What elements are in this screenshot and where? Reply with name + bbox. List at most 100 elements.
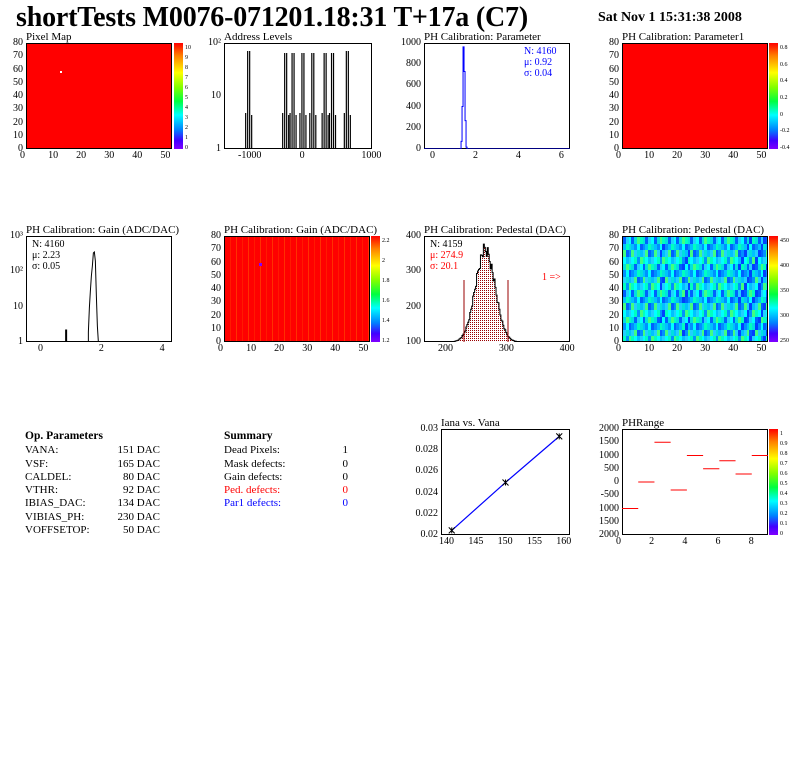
ph_param1-colorbar-tick: -0.2: [780, 128, 790, 135]
summary-name: Dead Pixels:: [224, 444, 280, 457]
ped-map-cell: [696, 303, 700, 311]
summary-name: Ped. defects:: [224, 484, 281, 497]
op-param-name: VTHR:: [25, 484, 58, 497]
ped-map-cell: [665, 250, 669, 258]
ped-map-cell: [724, 250, 728, 258]
ped-map-cell: [743, 263, 748, 271]
ped-map-cell: [732, 296, 736, 304]
ped-map-cell: [760, 276, 764, 284]
ped-map-cell: [645, 290, 649, 298]
ped-map-cell: [752, 290, 756, 298]
ped-map-cell: [693, 243, 697, 251]
ped-map-cell: [687, 263, 691, 271]
ped-map-cell: [698, 303, 703, 311]
ped-map-cell: [670, 309, 675, 317]
ped-map-cell: [662, 296, 666, 304]
address_levels-ytick: 1: [216, 143, 221, 154]
ped_map-xtick: 10: [644, 343, 655, 354]
ped-map-cell: [653, 296, 658, 304]
ped-map-cell: [752, 283, 756, 291]
pixel_map-xtick: 50: [160, 150, 171, 161]
ped-map-cell: [715, 316, 719, 324]
ped-map-cell: [724, 243, 728, 251]
ped-map-cell: [732, 283, 736, 291]
ped-map-cell: [712, 323, 717, 331]
ped-map-cell: [707, 316, 711, 324]
ped-map-cell: [704, 290, 708, 298]
ped-map-cell: [676, 263, 680, 271]
ped-map-cell: [662, 316, 666, 324]
ped-map-cell: [715, 243, 719, 251]
ped-map-cell: [698, 336, 703, 341]
ped_map-colorbar-tick: 450: [780, 238, 789, 244]
ped-map-cell: [676, 276, 680, 284]
ped-map-cell: [696, 263, 700, 271]
ph_param1-xtick: 30: [700, 150, 711, 161]
ped-map-cell: [707, 250, 711, 258]
ped-map-cell: [704, 283, 708, 291]
ped-map-cell: [726, 296, 731, 304]
ped-map-cell: [687, 329, 691, 337]
ped-map-cell: [757, 270, 762, 278]
ped-map-cell: [684, 237, 689, 245]
ped-map-cell: [656, 250, 660, 258]
gain_map-ytick: 60: [211, 256, 221, 268]
ped-map-cell: [721, 290, 725, 298]
iana-ytick: 0.03: [420, 423, 439, 434]
ped-map-cell: [754, 237, 759, 245]
ped-map-cell: [718, 290, 722, 298]
ped_map-ytick: 40: [609, 283, 619, 294]
ped-map-cell: [704, 243, 708, 251]
ped-map-cell: [704, 316, 708, 324]
ph_param-xtick: 6: [558, 150, 564, 161]
ped-map-cell: [656, 296, 660, 304]
iana-xtick: 160: [556, 536, 572, 547]
ped-map-cell: [676, 283, 680, 291]
ped-map-cell: [659, 270, 663, 278]
ped-map-cell: [735, 256, 739, 264]
ped-map-title: PH Calibration: Pedestal (DAC): [622, 224, 765, 236]
ped-map-cell: [665, 290, 669, 298]
ped-map-cell: [659, 290, 663, 298]
ped-map-cell: [690, 270, 694, 278]
summary-name: Gain defects:: [224, 470, 283, 483]
ped-map-cell: [684, 283, 689, 291]
ped-map-cell: [746, 270, 750, 278]
ped-map-cell: [667, 296, 672, 304]
ped-map-cell: [673, 296, 677, 304]
phrange-xtick: 8: [748, 536, 754, 547]
ped-map-cell: [634, 250, 638, 258]
ped-map-cell: [662, 336, 666, 341]
ped-map-cell: [729, 243, 733, 251]
ped-map-cell: [645, 316, 649, 324]
ped-map-cell: [752, 243, 756, 251]
ped-map-cell: [707, 323, 711, 331]
ph_param-ytick: 1000: [401, 37, 421, 48]
ped-map-cell: [740, 329, 745, 337]
gain_map-xtick: 40: [330, 343, 341, 354]
ped-map-cell: [712, 316, 717, 324]
ped-map-cell: [656, 323, 660, 331]
ped-map-cell: [631, 250, 635, 258]
ped-map-cell: [690, 250, 694, 258]
pixel_map-ytick: 10: [13, 129, 23, 141]
ped-map-cell: [645, 329, 649, 337]
ped-map-cell: [710, 309, 714, 317]
ph_param1-ytick: 50: [609, 76, 619, 88]
pixel_map-colorbar-tick: 9: [185, 55, 188, 61]
ped-map-cell: [743, 243, 748, 251]
ped-map-cell: [749, 270, 753, 278]
ped-map-cell: [656, 243, 660, 251]
ped-map-cell: [628, 237, 632, 245]
ped-map-cell: [628, 243, 632, 251]
ped-map-cell: [701, 243, 705, 251]
ped-map-cell: [645, 270, 649, 278]
ped-map-cell: [645, 309, 649, 317]
iana-point: [555, 433, 563, 440]
ped-map-cell: [690, 309, 694, 317]
ped-map-cell: [766, 323, 767, 331]
ped-map-cell: [712, 243, 717, 251]
ped-map-cell: [698, 290, 703, 298]
ped-map-cell: [681, 309, 686, 317]
ped-map-cell: [631, 256, 635, 264]
